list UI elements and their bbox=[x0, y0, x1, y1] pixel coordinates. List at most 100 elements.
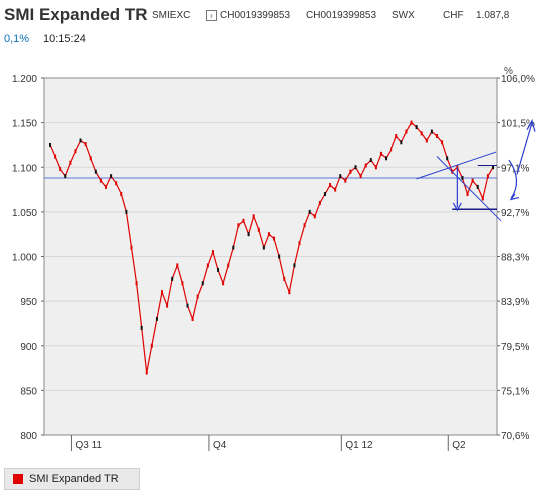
series-point bbox=[181, 281, 184, 286]
series-point bbox=[318, 200, 321, 205]
series-point bbox=[308, 209, 311, 214]
small-box-icon[interactable]: › bbox=[206, 10, 217, 21]
series-point bbox=[481, 196, 484, 201]
series-point bbox=[130, 245, 133, 250]
series-point bbox=[379, 151, 382, 156]
left-tick-label: 1.050 bbox=[12, 208, 37, 219]
right-tick-label: 75,1% bbox=[501, 386, 529, 397]
right-tick-label: 101,5% bbox=[501, 119, 535, 130]
timestamp: 10:15:24 bbox=[43, 33, 86, 45]
series-point bbox=[492, 165, 494, 170]
series-point bbox=[303, 223, 306, 228]
series-point bbox=[466, 192, 469, 197]
left-tick-label: 850 bbox=[20, 386, 37, 397]
series-point bbox=[339, 174, 342, 179]
right-tick-label: 79,5% bbox=[501, 342, 529, 353]
series-point bbox=[410, 120, 413, 125]
series-point bbox=[313, 214, 316, 219]
series-point bbox=[334, 187, 337, 192]
trend-annotations bbox=[416, 119, 536, 222]
series-point bbox=[425, 138, 428, 143]
left-tick-label: 1.000 bbox=[12, 253, 37, 264]
price-chart[interactable]: 1.200 1.150 1.100 1.050 1.000 950 900 850 800 10… bbox=[0, 58, 548, 463]
change-percent: 0,1% bbox=[4, 33, 30, 45]
currency: CHF bbox=[443, 10, 464, 21]
isin-code: CH0019399853 bbox=[220, 10, 291, 21]
series-point bbox=[171, 276, 174, 281]
series-point bbox=[288, 290, 291, 295]
x-tick-label: Q1 12 bbox=[345, 440, 373, 451]
right-axis: 106,0% 101,5% 97,1% 92,7% 88,3% 83,9% 79,5% 75,… bbox=[497, 74, 535, 442]
chart-title: SMI Expanded TR bbox=[4, 5, 148, 24]
series-point bbox=[222, 281, 225, 286]
right-tick-label: 70,6% bbox=[501, 431, 529, 442]
right-tick-label: 106,0% bbox=[501, 74, 535, 85]
series-point bbox=[400, 140, 403, 145]
series-point bbox=[267, 232, 270, 237]
series-point bbox=[232, 245, 235, 250]
last-price: 1.087,8 bbox=[476, 10, 510, 21]
valor-code: CH0019399853 bbox=[306, 10, 377, 21]
series-point bbox=[390, 147, 393, 152]
series-point bbox=[201, 281, 204, 286]
up-arrow-head bbox=[526, 119, 536, 132]
curve-arrow-down bbox=[508, 159, 518, 199]
series-point bbox=[64, 174, 67, 179]
series-point bbox=[54, 154, 57, 159]
series-point bbox=[344, 178, 347, 183]
series-point bbox=[461, 175, 464, 180]
series-point bbox=[161, 290, 164, 295]
series-point bbox=[135, 281, 138, 286]
left-axis: 1.200 1.150 1.100 1.050 1.000 950 900 850 800 bbox=[12, 74, 44, 442]
series-point bbox=[323, 192, 326, 197]
series-point bbox=[405, 129, 408, 134]
series-point bbox=[69, 160, 72, 165]
series-point bbox=[227, 263, 230, 268]
series-point bbox=[354, 165, 357, 170]
series-point bbox=[364, 163, 367, 168]
series-point bbox=[145, 370, 148, 375]
gridlines bbox=[44, 122, 497, 391]
exchange-code: SMIEXC bbox=[152, 10, 191, 21]
series-point bbox=[237, 223, 240, 228]
series-point bbox=[99, 178, 102, 183]
x-tick-label: Q4 bbox=[213, 440, 227, 451]
series-point bbox=[59, 167, 62, 172]
left-tick-label: 1.200 bbox=[12, 74, 37, 85]
series-point bbox=[115, 181, 118, 186]
series-point bbox=[293, 263, 296, 268]
series-point bbox=[420, 131, 423, 136]
left-tick-label: 900 bbox=[20, 342, 37, 353]
series-point bbox=[84, 142, 87, 147]
series-point bbox=[206, 263, 209, 268]
series-point bbox=[196, 294, 199, 299]
series-point bbox=[257, 227, 260, 232]
series-point bbox=[166, 303, 169, 308]
series-point bbox=[329, 183, 332, 188]
series-point bbox=[110, 174, 113, 179]
series-point bbox=[369, 158, 372, 163]
series-point bbox=[191, 316, 194, 321]
series-point bbox=[217, 267, 220, 272]
legend[interactable]: SMI Expanded TR bbox=[4, 468, 140, 490]
series-point bbox=[349, 169, 352, 174]
series-point bbox=[430, 129, 433, 134]
series-point bbox=[94, 169, 97, 174]
series-point bbox=[385, 156, 388, 161]
series-point bbox=[476, 184, 479, 189]
right-tick-label: 97,1% bbox=[501, 163, 529, 174]
series-point bbox=[89, 156, 92, 161]
right-axis-unit: % bbox=[504, 66, 513, 77]
series-line bbox=[49, 120, 494, 375]
series-point bbox=[74, 149, 77, 154]
legend-label: SMI Expanded TR bbox=[29, 473, 119, 485]
down-arrow-head bbox=[452, 202, 462, 212]
left-tick-label: 800 bbox=[20, 431, 37, 442]
right-tick-label: 83,9% bbox=[501, 297, 529, 308]
x-axis: Q3 11 Q4 Q1 12 Q2 bbox=[70, 435, 466, 451]
series-point bbox=[486, 174, 489, 179]
series-point bbox=[79, 138, 82, 143]
series-point bbox=[211, 250, 214, 255]
series-point bbox=[125, 209, 128, 214]
series-point bbox=[186, 303, 189, 308]
